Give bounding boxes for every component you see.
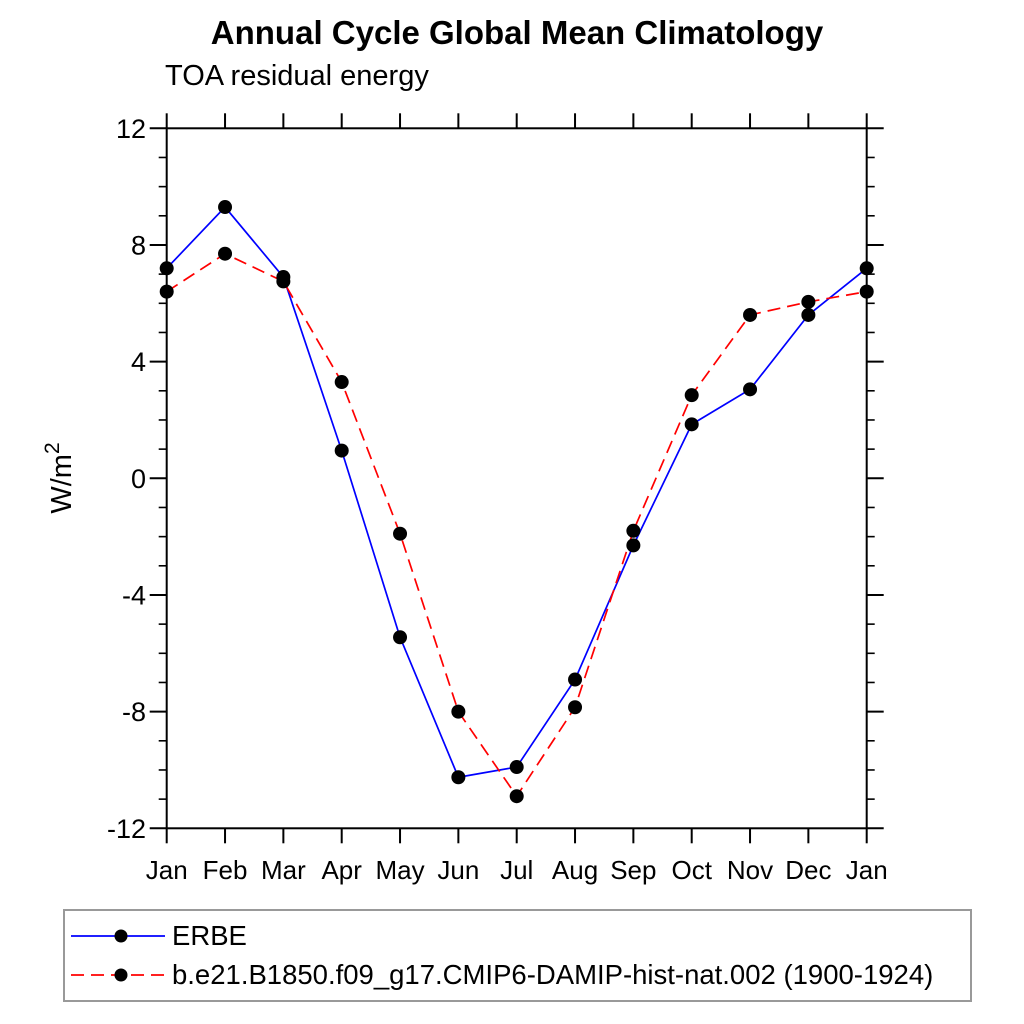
legend-item-model: b.e21.B1850.f09_g17.CMIP6-DAMIP-hist-nat… — [68, 959, 970, 991]
x-tick-label: May — [375, 855, 424, 885]
data-point — [218, 246, 233, 261]
data-point — [218, 200, 233, 215]
axis-frame — [165, 127, 868, 830]
data-point — [568, 672, 583, 687]
x-tick-label: Apr — [321, 855, 362, 885]
y-tick-label: -8 — [122, 697, 146, 727]
y-tick-label: -12 — [107, 814, 146, 844]
x-tick-label: Sep — [610, 855, 656, 885]
x-tick-label: Jul — [500, 855, 533, 885]
y-tick-label: 4 — [131, 347, 146, 377]
data-point — [509, 789, 524, 804]
data-point — [159, 284, 174, 299]
y-tick-label: 8 — [131, 230, 146, 260]
data-point — [801, 307, 816, 322]
y-tick-label: 0 — [131, 464, 146, 494]
series-line-0 — [166, 205, 868, 779]
plot-area: Jan Feb Mar Apr May Jun Jul Aug Sep Oct Nov Dec Jan-… — [41, 113, 888, 885]
data-point — [568, 700, 583, 715]
legend: ERBE b.e21.B1850.f09_g17.CMIP6-DAMIP-his… — [63, 909, 972, 1002]
x-tick-label: Jan — [846, 855, 888, 885]
data-point — [626, 523, 641, 538]
data-point — [684, 388, 699, 403]
data-point — [859, 261, 874, 276]
legend-label-erbe: ERBE — [172, 920, 247, 951]
y-tick-label: 12 — [116, 114, 146, 144]
data-point — [451, 770, 466, 785]
chart-title: Annual Cycle Global Mean Climatology — [210, 14, 824, 51]
chart-subtitle: TOA residual energy — [165, 60, 429, 92]
x-tick-label: Nov — [727, 855, 773, 885]
x-tick-label: Feb — [203, 855, 248, 885]
data-point — [859, 284, 874, 299]
x-tick-label: Jun — [437, 855, 479, 885]
data-point — [743, 307, 758, 322]
legend-dashed-line-icon — [71, 968, 165, 982]
data-point — [334, 375, 349, 390]
y-axis-title: W/m2 — [41, 442, 78, 513]
legend-solid-line-icon — [71, 929, 165, 943]
data-point — [334, 443, 349, 458]
series-line-1 — [166, 252, 867, 798]
x-tick-label: Oct — [671, 855, 712, 885]
legend-item-erbe: ERBE — [68, 920, 970, 952]
data-point — [451, 704, 466, 719]
x-tick-label: Aug — [552, 855, 598, 885]
data-point — [276, 274, 291, 289]
data-point — [626, 538, 641, 553]
x-tick-label: Dec — [785, 855, 831, 885]
x-tick-label: Mar — [261, 855, 306, 885]
data-point — [393, 630, 408, 645]
data-point — [393, 526, 408, 541]
legend-label-model: b.e21.B1850.f09_g17.CMIP6-DAMIP-hist-nat… — [172, 959, 934, 990]
data-point — [509, 760, 524, 775]
x-tick-label: Jan — [146, 855, 188, 885]
data-point — [159, 261, 174, 276]
y-tick-label: -4 — [122, 580, 146, 610]
data-point — [684, 417, 699, 432]
data-point — [801, 294, 816, 309]
data-point — [743, 382, 758, 397]
